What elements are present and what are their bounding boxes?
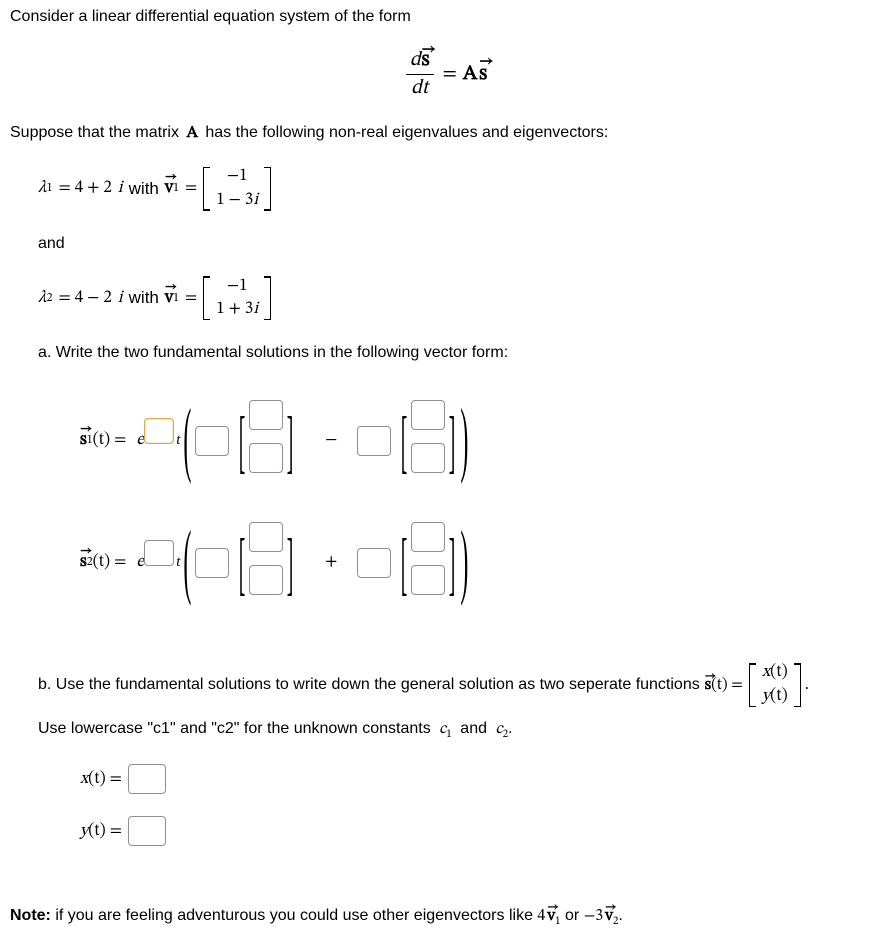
e-symbol-1: e [136,430,144,451]
ode-equation: ds dt = As [10,48,880,101]
s1-vec1-r2-input[interactable] [249,443,283,473]
ode-s: s [479,62,487,87]
note-line: Note: if you are feeling adventurous you… [10,906,880,929]
s2-trig2-input[interactable] [357,548,391,578]
ode-A: A [463,62,477,87]
s1-trig2-input[interactable] [357,426,391,456]
yt-input[interactable] [128,816,166,846]
minus-op: − [325,430,337,451]
part-b-line1: b. Use the fundamental solutions to writ… [38,661,880,709]
s2-exponent-input[interactable] [144,540,174,566]
eigen-1: λ1 = 4 + 2i with v1 = −1 1 − 3i [38,165,880,213]
s2-vec2-r1-input[interactable] [411,522,445,552]
s1-row: s1(t) = e t ( [ ] − [ ] ) [80,398,880,484]
s2-trig1-input[interactable] [195,548,229,578]
ode-d: d [410,50,421,70]
s2-vec1-r1-input[interactable] [249,522,283,552]
e-symbol-2: e [136,552,144,573]
s1-trig1-input[interactable] [195,426,229,456]
xt-row: x(t) = [80,764,880,794]
ode-s-top: s [422,50,430,70]
suppose-line: Suppose that the matrix A has the follow… [10,123,880,143]
s2-row: s2(t) = e t ( [ ] + [ ] ) [80,520,880,606]
s1-vec1-r1-input[interactable] [249,400,283,430]
and-text: and [38,235,880,253]
part-a-prompt: a. Write the two fundamental solutions i… [38,344,880,362]
s1-vec2-r2-input[interactable] [411,443,445,473]
plus-op: + [325,552,337,573]
xt-input[interactable] [128,764,166,794]
intro-text: Consider a linear differential equation … [10,8,880,26]
part-b-line2: Use lowercase "c1" and "c2" for the unkn… [38,719,880,742]
s1-exponent-input[interactable] [144,418,174,444]
ode-eq: = [443,62,457,87]
s2-vec1-r2-input[interactable] [249,565,283,595]
s1-vec2-r1-input[interactable] [411,400,445,430]
s2-vec2-r2-input[interactable] [411,565,445,595]
eigen-2: λ2 = 4 − 2i with v1 = −1 1 + 3i [38,275,880,323]
yt-row: y(t) = [80,816,880,846]
ode-dt: dt [407,75,432,101]
matrix-A: A [186,125,198,141]
